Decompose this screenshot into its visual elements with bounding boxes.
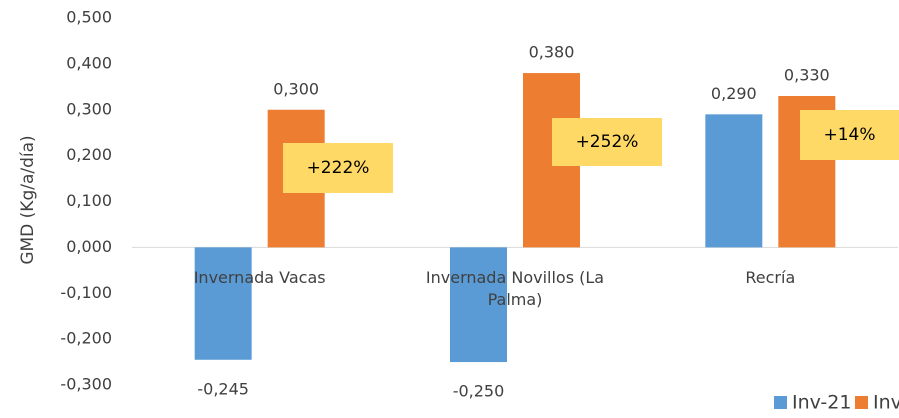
annotation: +222% [307, 158, 370, 178]
bar [450, 247, 507, 363]
legend-swatch [774, 396, 787, 409]
y-tick-label: 0,200 [66, 145, 112, 164]
value-label: 0,330 [784, 65, 830, 84]
value-label: 0,300 [273, 79, 319, 98]
y-tick-label: 0,300 [66, 99, 112, 118]
value-label: -0,250 [453, 382, 505, 401]
y-tick-label: 0,400 [66, 53, 112, 72]
x-tick-label: Invernada Vacas [193, 268, 326, 288]
bar [705, 114, 763, 248]
legend-label: Inv-22 [873, 392, 899, 414]
x-tick-label: Invernada Novillos (La Palma) [425, 268, 605, 310]
annotation-box [800, 110, 899, 160]
annotation-box [552, 118, 662, 166]
y-tick-label: 0,000 [66, 237, 112, 256]
legend-label: Inv-21 [792, 392, 851, 414]
x-tick-label-box: Recría [745, 268, 796, 288]
annotation: +14% [823, 125, 875, 145]
y-axis-label: GMD (Kg/a/día) [18, 135, 38, 264]
x-tick-label-box: Invernada Novillos (La Palma) [425, 268, 605, 310]
x-tick-label: Recría [745, 268, 796, 288]
y-tick-label: -0,300 [60, 375, 112, 394]
legend-swatch [855, 396, 868, 409]
annotation-box [283, 143, 393, 193]
y-tick-label: -0,200 [60, 329, 112, 348]
value-label: 0,290 [711, 84, 757, 103]
y-tick-label: 0,100 [66, 191, 112, 210]
value-label: -0,245 [197, 379, 249, 398]
value-label: 0,380 [529, 43, 575, 62]
y-tick-label: -0,100 [60, 283, 112, 302]
annotation: +252% [576, 132, 639, 152]
y-tick-label: 0,500 [66, 8, 112, 27]
x-tick-label-box: Invernada Vacas [193, 268, 326, 288]
bar [194, 247, 252, 360]
